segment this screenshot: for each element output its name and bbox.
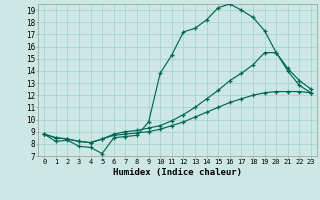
X-axis label: Humidex (Indice chaleur): Humidex (Indice chaleur) [113,168,242,177]
